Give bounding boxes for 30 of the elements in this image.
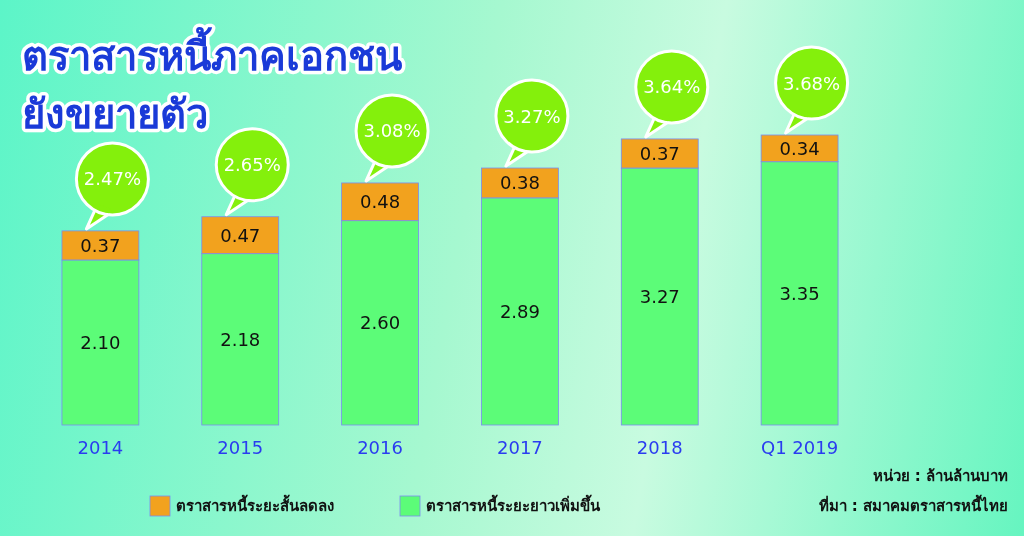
x-tick-label: 2016: [357, 436, 403, 458]
data-label: 0.37: [639, 142, 680, 164]
data-label: 0.47: [220, 224, 261, 246]
data-label: 2.60: [360, 312, 401, 334]
x-tick-label: 2015: [217, 436, 264, 458]
data-label: 3.27: [639, 286, 680, 307]
total-label: 3.08%: [363, 120, 421, 142]
x-tick-label: 2017: [497, 436, 543, 458]
x-tick-label: 2018: [636, 436, 683, 458]
data-label: 0.38: [499, 172, 540, 194]
data-label: 0.34: [779, 137, 820, 159]
data-label: 0.37: [80, 234, 121, 256]
total-label: 2.47%: [83, 168, 141, 190]
total-label: 3.68%: [783, 72, 841, 94]
data-label: 2.18: [220, 328, 261, 350]
text: หน่วย : ล้านล้านบาท: [872, 467, 1008, 485]
total-label: 3.27%: [503, 105, 561, 127]
text: ที่มา : สมาคมตราสารหนี้ไทย: [818, 494, 1008, 515]
x-tick-label: 2014: [77, 436, 124, 458]
total-label: 3.64%: [643, 76, 701, 98]
data-label: 2.89: [499, 300, 540, 322]
chart-title: ตราสารหนี้ภาคเอกชน: [22, 27, 402, 79]
legend-label: ตราสารหนี้ระยะยาวเพิ่มขึ้น: [426, 494, 601, 515]
data-label: 3.35: [779, 282, 820, 304]
data-label: 2.10: [80, 331, 121, 353]
total-label: 2.65%: [223, 154, 281, 176]
legend-label: ตราสารหนี้ระยะสั้นลดลง: [176, 494, 334, 515]
x-tick-label: Q1 2019: [761, 436, 839, 458]
chart-subtitle: ยังขยายตัว: [22, 91, 208, 137]
data-label: 0.48: [360, 191, 401, 213]
